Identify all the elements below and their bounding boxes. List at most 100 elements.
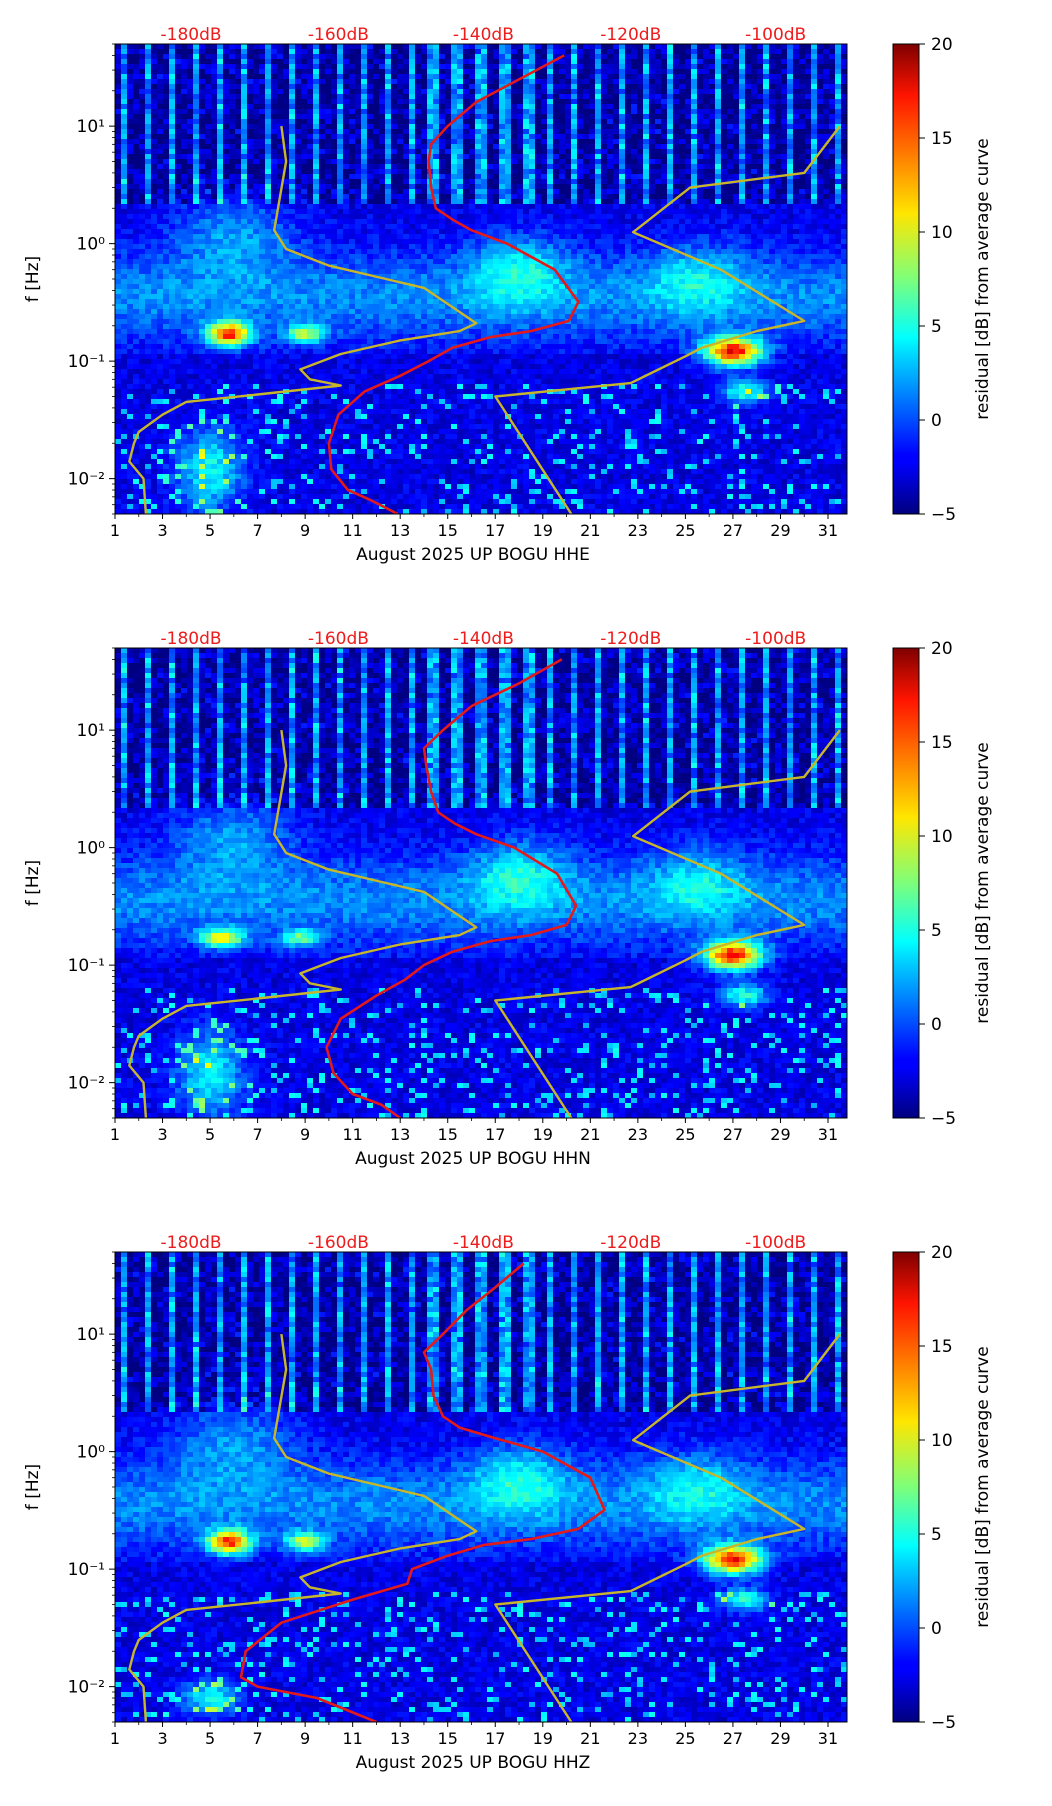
heatmap-cell — [295, 304, 302, 310]
heatmap-cell — [331, 494, 338, 500]
heatmap-cell — [409, 129, 416, 135]
heatmap-cell — [307, 459, 314, 465]
heatmap-cell — [199, 189, 206, 195]
heatmap-cell — [301, 489, 308, 495]
heatmap-cell — [427, 339, 434, 345]
heatmap-cell — [265, 239, 272, 245]
heatmap-cell — [307, 244, 314, 250]
heatmap-cell — [241, 159, 248, 165]
heatmap-cell — [415, 404, 422, 410]
heatmap-cell — [295, 224, 302, 230]
heatmap-cell — [229, 414, 236, 420]
heatmap-cell — [163, 224, 170, 230]
heatmap-cell — [397, 264, 404, 270]
heatmap-cell — [163, 319, 170, 325]
heatmap-cell — [337, 234, 344, 240]
heatmap-cell — [175, 224, 182, 230]
heatmap-cell — [187, 464, 194, 470]
heatmap-cell — [205, 399, 212, 405]
heatmap-cell — [151, 179, 158, 185]
heatmap-cell — [349, 149, 356, 155]
heatmap-cell — [355, 84, 362, 90]
heatmap-cell — [121, 389, 128, 395]
heatmap-cell — [427, 194, 434, 200]
heatmap-cell — [115, 114, 122, 120]
heatmap-cell — [223, 219, 230, 225]
heatmap-cell — [283, 404, 290, 410]
heatmap-cell — [241, 179, 248, 185]
heatmap-cell — [379, 144, 386, 150]
heatmap-cell — [349, 69, 356, 75]
heatmap-cell — [337, 244, 344, 250]
heatmap-cell — [115, 344, 122, 350]
heatmap-cell — [217, 229, 224, 235]
heatmap-cell — [211, 269, 218, 275]
heatmap-cell — [187, 329, 194, 335]
heatmap-cell — [175, 84, 182, 90]
heatmap-cell — [217, 429, 224, 435]
heatmap-cell — [157, 329, 164, 335]
heatmap-cell — [217, 454, 224, 460]
heatmap-cell — [409, 74, 416, 80]
heatmap-cell — [205, 389, 212, 395]
heatmap-cell — [145, 234, 152, 240]
heatmap-cell — [325, 314, 332, 320]
heatmap-cell — [337, 399, 344, 405]
heatmap-cell — [283, 454, 290, 460]
heatmap-cell — [121, 214, 128, 220]
heatmap-cell — [409, 149, 416, 155]
heatmap-cell — [253, 409, 260, 415]
heatmap-cell — [223, 59, 230, 65]
heatmap-cell — [403, 374, 410, 380]
heatmap-cell — [151, 84, 158, 90]
heatmap-cell — [235, 284, 242, 290]
heatmap-cell — [325, 139, 332, 145]
heatmap-cell — [409, 389, 416, 395]
heatmap-cell — [259, 474, 266, 480]
heatmap-cell — [175, 134, 182, 140]
heatmap-cell — [115, 444, 122, 450]
heatmap-cell — [397, 394, 404, 400]
heatmap-cell — [343, 334, 350, 340]
heatmap-cell — [265, 179, 272, 185]
heatmap-cell — [241, 284, 248, 290]
heatmap-cell — [307, 359, 314, 365]
heatmap-cell — [175, 164, 182, 170]
heatmap-cell — [319, 444, 326, 450]
heatmap-cell — [427, 319, 434, 325]
heatmap-cell — [169, 184, 176, 190]
heatmap-cell — [181, 454, 188, 460]
heatmap-cell — [403, 179, 410, 185]
heatmap-cell — [211, 334, 218, 340]
heatmap-cell — [283, 384, 290, 390]
heatmap-cell — [373, 54, 380, 60]
heatmap-cell — [277, 219, 284, 225]
heatmap-cell — [277, 64, 284, 70]
heatmap-cell — [181, 124, 188, 130]
heatmap-cell — [163, 99, 170, 105]
heatmap-cell — [307, 249, 314, 255]
heatmap-cell — [145, 509, 152, 514]
heatmap-cell — [385, 384, 392, 390]
heatmap-cell — [235, 459, 242, 465]
heatmap-cell — [367, 159, 374, 165]
heatmap-cell — [169, 459, 176, 465]
heatmap-cell — [379, 259, 386, 265]
heatmap-cell — [313, 174, 320, 180]
heatmap-cell — [145, 399, 152, 405]
heatmap-cell — [289, 504, 296, 510]
heatmap-cell — [325, 44, 332, 50]
heatmap-cell — [169, 494, 176, 500]
heatmap-cell — [211, 124, 218, 130]
heatmap-cell — [355, 499, 362, 505]
heatmap-cell — [349, 104, 356, 110]
heatmap-cell — [391, 99, 398, 105]
heatmap-cell — [175, 264, 182, 270]
heatmap-cell — [295, 264, 302, 270]
heatmap-cell — [115, 469, 122, 475]
heatmap-cell — [235, 114, 242, 120]
heatmap-cell — [307, 89, 314, 95]
heatmap-cell — [355, 359, 362, 365]
heatmap-cell — [409, 424, 416, 430]
heatmap-cell — [265, 264, 272, 270]
